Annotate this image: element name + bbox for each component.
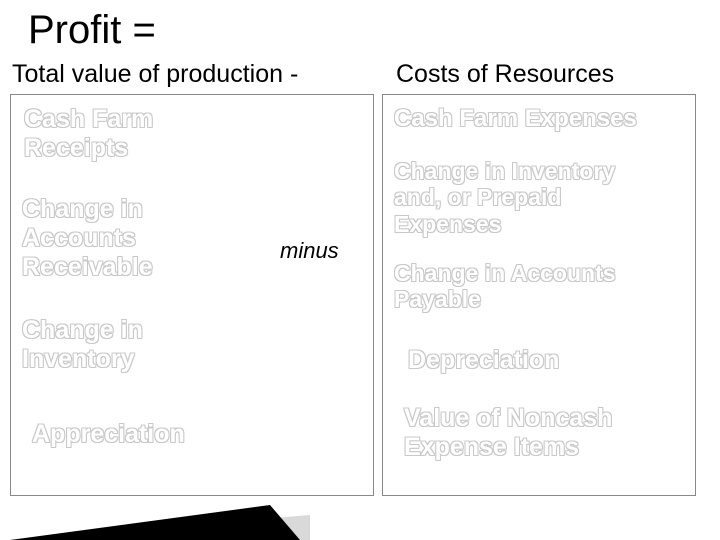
- minus-label: minus: [280, 238, 339, 264]
- right-item-4: Value of Noncash Expense Items: [404, 404, 612, 462]
- left-item-3: Appreciation: [32, 420, 185, 449]
- subtitle-total-value: Total value of production -: [12, 60, 298, 89]
- right-item-1: Change in Inventory and, or Prepaid Expe…: [394, 158, 615, 237]
- left-item-2: Change in Inventory: [22, 316, 143, 374]
- subtitle-costs: Costs of Resources: [396, 60, 614, 89]
- left-item-1: Change in Accounts Receivable: [22, 195, 153, 281]
- left-item-0: Cash Farm Receipts: [24, 105, 153, 163]
- right-item-0: Cash Farm Expenses: [394, 105, 637, 133]
- right-item-3: Depreciation: [408, 346, 559, 375]
- right-item-2: Change in Accounts Payable: [394, 260, 616, 313]
- page-title: Profit =: [28, 8, 156, 53]
